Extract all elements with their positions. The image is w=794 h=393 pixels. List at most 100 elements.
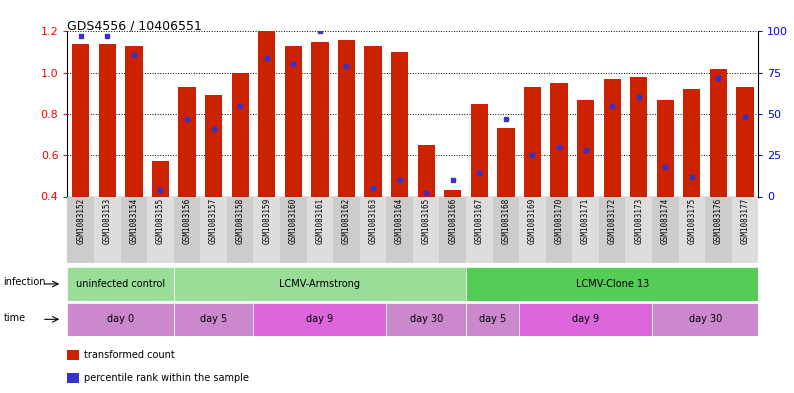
Bar [387,303,466,336]
Bar [125,46,143,196]
Text: day 5: day 5 [479,314,507,324]
Text: LCMV-Clone 13: LCMV-Clone 13 [576,279,649,289]
Bar [311,42,329,196]
Bar [657,99,674,196]
Text: transformed count: transformed count [84,350,175,360]
Text: GSM1083172: GSM1083172 [607,198,617,244]
Text: time: time [3,313,25,323]
Text: GSM1083156: GSM1083156 [183,198,191,244]
Bar [466,196,492,263]
Text: GSM1083164: GSM1083164 [395,198,404,244]
Bar [439,196,466,263]
Text: GSM1083152: GSM1083152 [76,198,85,244]
Bar [391,52,408,196]
Text: GSM1083165: GSM1083165 [422,198,430,244]
Bar [67,196,94,263]
Bar [253,303,387,336]
Bar [174,267,466,301]
Bar [72,44,90,196]
Bar [572,196,599,263]
Bar [232,73,249,196]
Text: infection: infection [3,277,46,287]
Text: GSM1083176: GSM1083176 [714,198,723,244]
Text: GSM1083173: GSM1083173 [634,198,643,244]
Bar [67,267,174,301]
Text: GSM1083160: GSM1083160 [289,198,298,244]
Text: GSM1083158: GSM1083158 [236,198,245,244]
Text: percentile rank within the sample: percentile rank within the sample [84,373,249,383]
Text: GSM1083159: GSM1083159 [262,198,272,244]
Text: day 30: day 30 [410,314,443,324]
Text: day 30: day 30 [688,314,722,324]
Bar [258,31,276,196]
Text: GSM1083157: GSM1083157 [209,198,218,244]
Bar [652,196,679,263]
Bar [200,196,227,263]
Bar [545,196,572,263]
Bar [67,350,79,360]
Bar [471,104,488,196]
Bar [679,196,705,263]
Bar [630,77,647,196]
Bar [413,196,439,263]
Bar [360,196,387,263]
Bar [98,44,116,196]
Text: uninfected control: uninfected control [76,279,165,289]
Bar [280,196,306,263]
Text: GSM1083155: GSM1083155 [156,198,165,244]
Bar [152,162,169,196]
Bar [227,196,253,263]
Bar [337,40,355,197]
Text: GSM1083166: GSM1083166 [449,198,457,244]
Text: day 0: day 0 [107,314,134,324]
Text: GSM1083177: GSM1083177 [741,198,750,244]
Bar [121,196,147,263]
Text: GSM1083153: GSM1083153 [103,198,112,244]
Text: GSM1083154: GSM1083154 [129,198,138,244]
Bar [497,129,515,196]
Bar [67,373,79,383]
Bar [603,79,621,196]
Bar [519,303,652,336]
Bar [550,83,568,196]
Bar [577,99,594,196]
Text: day 5: day 5 [200,314,227,324]
Bar [387,196,413,263]
Text: GSM1083163: GSM1083163 [368,198,377,244]
Bar [732,196,758,263]
Bar [253,196,280,263]
Bar [418,145,435,196]
Bar [147,196,174,263]
Bar [466,267,758,301]
Bar [736,87,754,196]
Bar [710,69,727,196]
Text: GSM1083174: GSM1083174 [661,198,670,244]
Text: GSM1083167: GSM1083167 [475,198,484,244]
Bar [519,196,545,263]
Text: day 9: day 9 [572,314,599,324]
Bar [492,196,519,263]
Bar [364,46,382,196]
Bar [205,95,222,196]
Text: GSM1083162: GSM1083162 [342,198,351,244]
Bar [179,87,195,196]
Bar [524,87,541,196]
Bar [626,196,652,263]
Text: GSM1083171: GSM1083171 [581,198,590,244]
Text: day 9: day 9 [306,314,333,324]
Bar [285,46,302,196]
Text: LCMV-Armstrong: LCMV-Armstrong [279,279,360,289]
Bar [705,196,732,263]
Bar [94,196,121,263]
Bar [174,303,253,336]
Text: GSM1083170: GSM1083170 [554,198,564,244]
Bar [466,303,519,336]
Bar [652,303,758,336]
Bar [683,89,700,196]
Bar [306,196,333,263]
Bar [67,303,174,336]
Text: GDS4556 / 10406551: GDS4556 / 10406551 [67,20,202,33]
Bar [174,196,200,263]
Text: GSM1083175: GSM1083175 [688,198,696,244]
Text: GSM1083161: GSM1083161 [315,198,325,244]
